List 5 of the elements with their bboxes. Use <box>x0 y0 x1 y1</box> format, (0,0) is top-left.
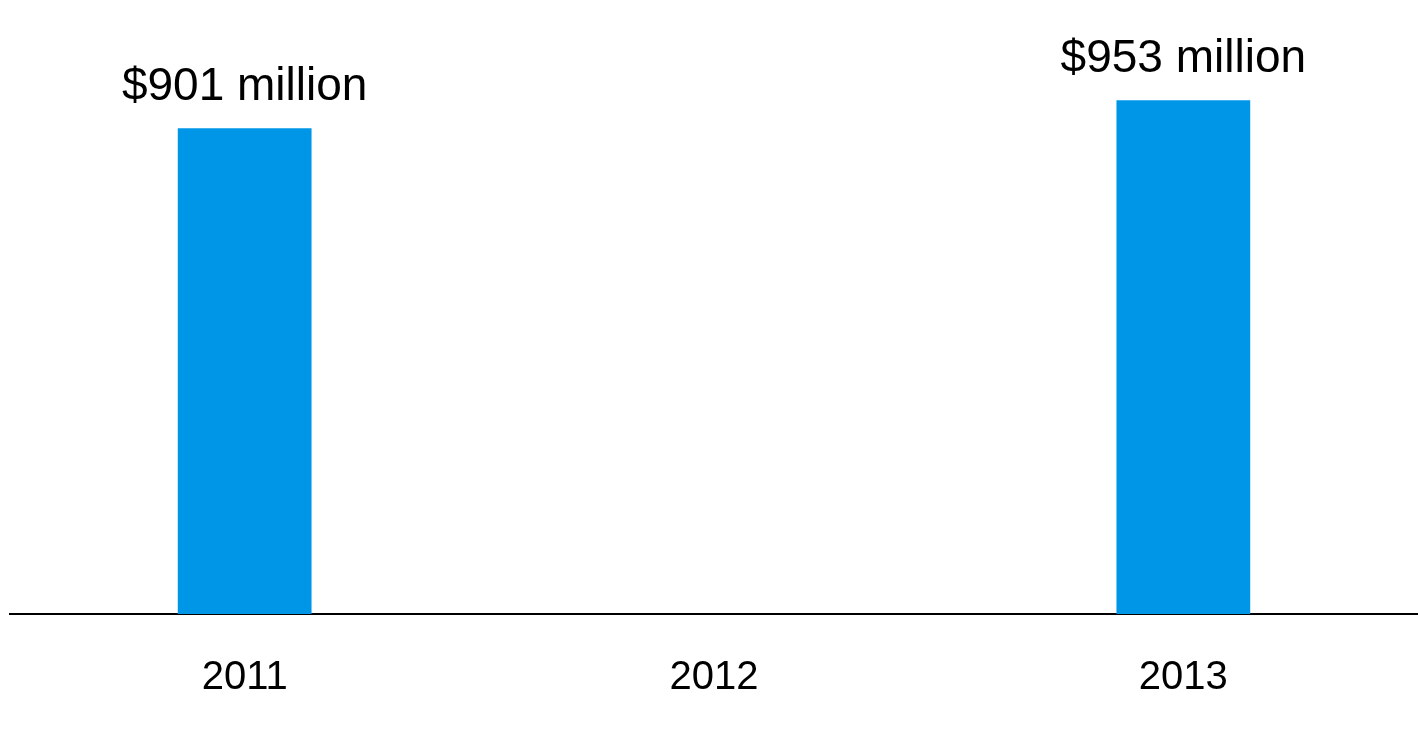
x-tick-label: 2011 <box>201 653 288 698</box>
x-tick-label: 2013 <box>1138 653 1228 698</box>
data-label: $953 million <box>1060 30 1307 83</box>
x-tick-label: 2012 <box>669 653 759 698</box>
data-label: $901 million <box>121 58 368 111</box>
